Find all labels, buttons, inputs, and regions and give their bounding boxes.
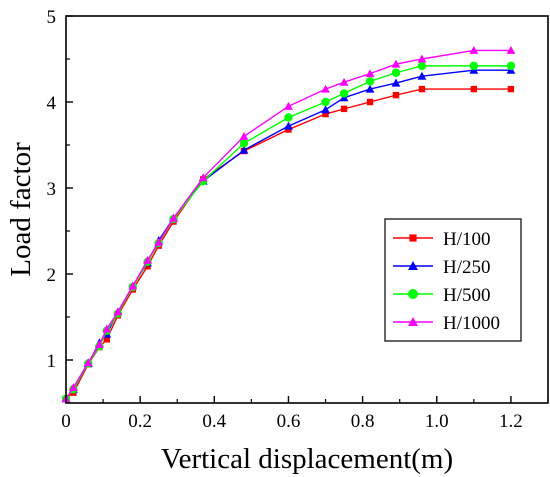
legend-label: H/250 — [443, 257, 491, 278]
data-point — [321, 84, 330, 93]
data-point — [365, 69, 375, 78]
series-h-1000 — [61, 46, 516, 403]
data-point — [391, 78, 401, 87]
data-point — [321, 97, 330, 107]
data-point — [143, 255, 152, 264]
data-point — [339, 89, 349, 98]
data-point — [83, 358, 93, 367]
legend-marker — [409, 234, 417, 242]
data-point — [154, 237, 164, 246]
x-tick-label: 0.2 — [128, 411, 152, 432]
legend-label: H/100 — [443, 229, 491, 250]
data-point — [392, 91, 400, 99]
data-point — [169, 213, 178, 222]
x-tick-label: 0.4 — [202, 411, 226, 432]
data-point — [391, 59, 401, 68]
x-tick-label: 0.6 — [277, 411, 301, 432]
legend-marker — [408, 317, 418, 326]
legend-item: H/500 — [393, 285, 491, 306]
data-point — [198, 173, 208, 182]
data-point — [339, 77, 349, 86]
legend-box — [384, 218, 522, 342]
data-point — [102, 324, 112, 333]
data-point — [284, 113, 293, 122]
x-tick-label: 0 — [61, 411, 71, 432]
legend-item: H/100 — [393, 229, 491, 250]
data-point — [506, 61, 516, 71]
legend: H/100 H/250 H/500 H/1000 — [384, 218, 522, 342]
data-point — [417, 61, 427, 71]
data-point — [506, 46, 516, 54]
data-point — [103, 336, 110, 343]
data-point — [239, 132, 249, 140]
plot-frame — [65, 15, 549, 404]
data-point — [469, 61, 479, 71]
legend-label: H/1000 — [443, 313, 500, 334]
data-point — [417, 54, 427, 63]
data-point — [417, 71, 427, 80]
data-point — [365, 77, 375, 86]
legend-marker — [408, 261, 418, 270]
data-point — [94, 340, 104, 349]
y-tick-label: 5 — [47, 7, 57, 28]
series-layer — [61, 46, 516, 403]
legend-item: H/1000 — [393, 313, 500, 334]
data-point — [321, 105, 330, 114]
y-tick-label: 4 — [47, 93, 57, 114]
data-point — [239, 139, 249, 148]
x-tick-label: 1.2 — [499, 411, 523, 432]
data-point — [365, 84, 375, 93]
data-point — [366, 98, 374, 106]
legend-marker — [408, 289, 418, 299]
data-point — [113, 307, 123, 316]
y-axis-ticks: 1 2 3 4 5 — [47, 7, 73, 372]
data-point — [340, 105, 348, 113]
data-point — [239, 145, 249, 154]
legend-item: H/250 — [393, 257, 491, 278]
y-tick-label: 1 — [47, 351, 57, 372]
data-point — [128, 281, 138, 290]
data-point — [322, 110, 329, 118]
y-axis-title: Load factor — [5, 142, 37, 277]
data-point — [470, 85, 478, 93]
data-point — [69, 383, 78, 392]
data-point — [391, 68, 401, 77]
data-point — [284, 101, 293, 110]
data-point — [469, 46, 479, 54]
data-point — [507, 85, 515, 93]
x-tick-label: 0.8 — [351, 411, 375, 432]
x-tick-label: 1.0 — [425, 411, 449, 432]
y-tick-label: 2 — [47, 265, 57, 286]
x-axis-title: Vertical displacement(m) — [161, 443, 453, 475]
y-tick-label: 3 — [47, 179, 57, 200]
series-line — [65, 49, 511, 400]
legend-label: H/500 — [443, 285, 491, 306]
data-point — [418, 85, 426, 93]
data-point — [284, 121, 293, 130]
x-axis-ticks: 0 0.2 0.4 0.6 0.8 1.0 1.2 — [61, 396, 549, 432]
